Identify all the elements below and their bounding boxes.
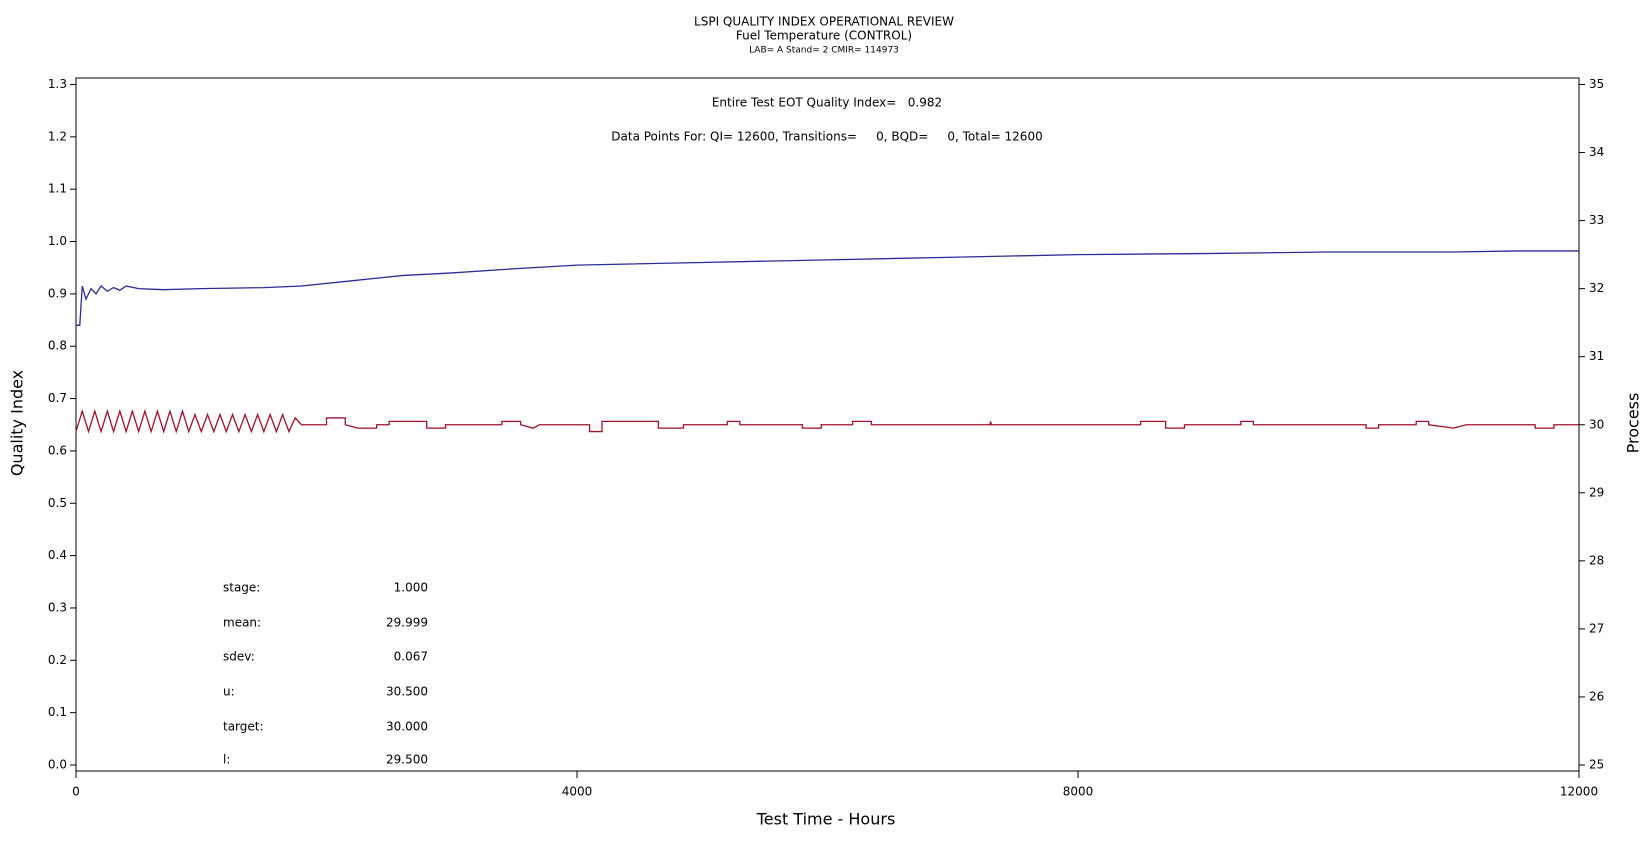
stat-label: u: [223, 685, 235, 699]
chart-title: LSPI QUALITY INDEX OPERATIONAL REVIEW [694, 15, 954, 29]
y2-tick-label: 31 [1589, 349, 1604, 363]
x-tick-label: 12000 [1560, 785, 1598, 799]
annotation: Entire Test EOT Quality Index= 0.982 [712, 96, 942, 110]
stat-label: target: [223, 720, 264, 734]
y2-tick-label: 33 [1589, 213, 1604, 227]
y2-tick-label: 29 [1589, 485, 1604, 499]
y-tick-label: 0.7 [48, 391, 67, 405]
y-tick-label: 0.2 [48, 653, 67, 667]
y-axis-label: Quality Index [8, 370, 27, 476]
y2-tick-label: 34 [1589, 145, 1604, 159]
stat-value: 29.500 [386, 753, 428, 767]
annotation: Data Points For: QI= 12600, Transitions=… [611, 130, 1042, 144]
x-tick-label: 4000 [562, 785, 593, 799]
y-tick-label: 0.3 [48, 600, 67, 614]
chart-subtitle: Fuel Temperature (CONTROL) [736, 29, 912, 43]
y-tick-label: 1.2 [48, 129, 67, 143]
y-tick-label: 0.1 [48, 705, 67, 719]
x-tick-label: 8000 [1063, 785, 1094, 799]
y2-tick-label: 35 [1589, 77, 1604, 91]
y2-tick-label: 28 [1589, 553, 1604, 567]
y-tick-label: 1.3 [48, 77, 67, 91]
y-tick-label: 1.1 [48, 182, 67, 196]
x-tick-label: 0 [72, 785, 80, 799]
stat-label: stage: [223, 581, 260, 595]
y2-tick-label: 30 [1589, 417, 1604, 431]
y-tick-label: 0.4 [48, 548, 67, 562]
y2-tick-label: 32 [1589, 281, 1604, 295]
y-tick-label: 1.0 [48, 234, 67, 248]
y2-tick-label: 25 [1589, 758, 1604, 772]
stat-value: 30.000 [386, 720, 428, 734]
y2-axis-label: Process [1624, 393, 1643, 454]
stat-label: mean: [223, 616, 261, 630]
data-line [75, 408, 1579, 434]
y-tick-label: 0.6 [48, 443, 67, 457]
y2-tick-label: 26 [1589, 689, 1604, 703]
y2-tick-label: 27 [1589, 621, 1604, 635]
stat-value: 0.067 [394, 650, 428, 664]
y-tick-label: 0.8 [48, 339, 67, 353]
x-axis-label: Test Time - Hours [756, 810, 896, 829]
stat-value: 30.500 [386, 685, 428, 699]
stat-value: 1.000 [394, 581, 428, 595]
y-tick-label: 0.5 [48, 496, 67, 510]
stat-label: l: [223, 753, 230, 767]
chart-subtitle: LAB= A Stand= 2 CMIR= 114973 [749, 46, 899, 56]
data-line [76, 250, 1579, 326]
y-tick-label: 0.9 [48, 286, 67, 300]
stat-label: sdev: [223, 650, 255, 664]
stat-value: 29.999 [386, 616, 428, 630]
y-tick-label: 0.0 [48, 758, 67, 772]
